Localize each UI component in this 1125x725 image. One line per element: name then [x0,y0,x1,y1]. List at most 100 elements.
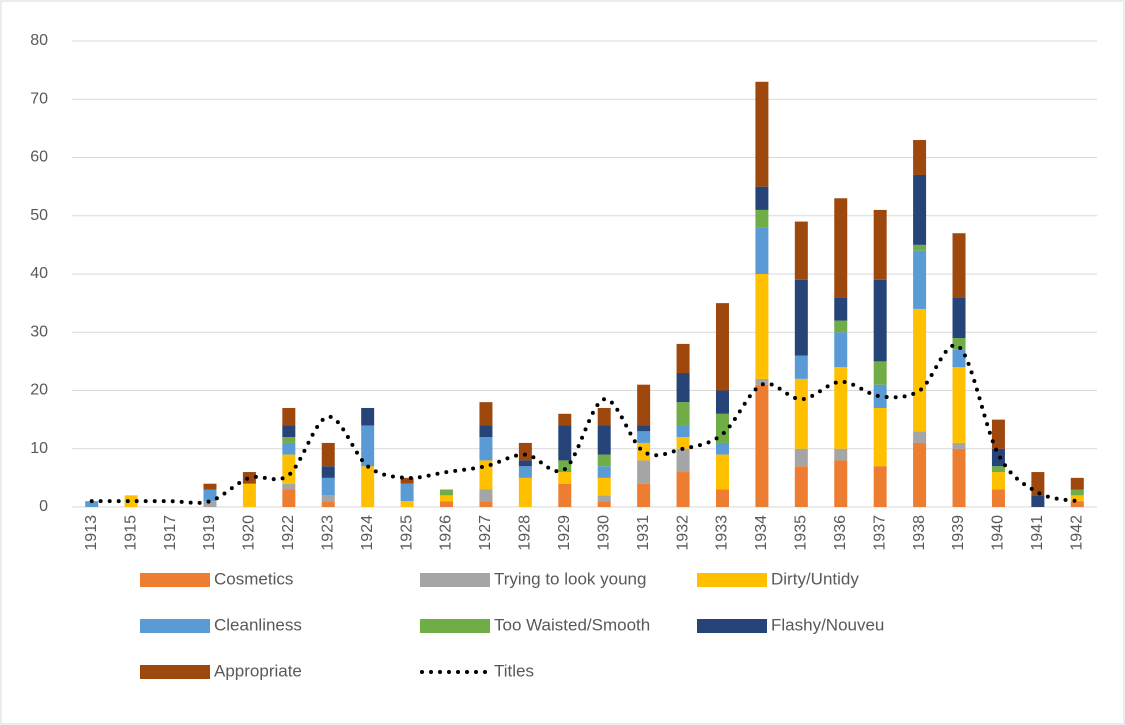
bar-segment [321,466,335,478]
bar-segment [676,437,690,449]
bar-segment [676,472,690,507]
bar-segment [873,466,887,507]
bar-segment [637,442,651,461]
bar-segment [518,442,532,461]
bar-segment [715,489,729,507]
y-tick-label: 0 [39,498,48,515]
bar-segment [558,460,572,473]
bar-segment [794,448,808,467]
titles-line [89,343,1080,505]
x-tick-label: 1939 [950,515,967,551]
x-tick-label: 1933 [714,515,731,551]
bar-segment [755,227,769,274]
bar-segment [637,460,651,484]
bar-segment [1070,495,1084,502]
bar-segment [755,186,769,210]
bar-segment [794,466,808,507]
bar-segment [873,209,887,280]
bar-segment [913,174,927,245]
bar-segment [479,489,493,502]
x-tick-label: 1934 [753,515,770,551]
bar-segment [873,407,887,467]
y-tick-label: 70 [30,90,48,107]
bar-segment [282,437,296,443]
legend-swatch [697,619,767,633]
bar-segment [676,373,690,403]
bar-segment [282,454,296,484]
bar-segment [715,390,729,414]
bar-segment [361,407,375,426]
bar-segment [518,460,532,467]
bar-segment [952,367,966,443]
bar-segment [1070,477,1084,490]
bar-segment [834,198,848,298]
legend-label: Trying to look young [494,569,646,588]
bar-segment [913,140,927,175]
bar-segment [913,442,927,507]
bar-segment [755,81,769,187]
bar-segment [479,402,493,426]
y-tick-label: 30 [30,323,48,340]
bar-segment [203,501,217,507]
x-tick-label: 1926 [438,515,455,551]
bar-segment [440,501,454,507]
bar-segment [518,466,532,478]
bar-segment [558,413,572,426]
x-tick-label: 1915 [122,515,139,551]
bar-segment [597,477,611,496]
bar-segment [361,425,375,467]
bar-segment [952,233,966,298]
bar-segment [715,303,729,391]
bar-segment [873,361,887,385]
x-tick-label: 1941 [1029,515,1046,551]
bar-segment [794,378,808,449]
bar-segment [952,448,966,507]
bar-segment [479,501,493,507]
bar-segment [1031,495,1045,507]
legend-label: Dirty/Untidy [771,569,859,588]
bar-segment [282,442,296,455]
bar-segment [203,489,217,502]
bar-segment [991,448,1005,467]
bar-segment [203,483,217,490]
bar-segment [479,425,493,438]
y-tick-label: 40 [30,265,48,282]
bar-segment [913,431,927,443]
x-tick-label: 1936 [832,515,849,551]
bar-segment [834,448,848,461]
bar-segment [282,483,296,490]
bar-segment [597,407,611,426]
bar-segment [952,297,966,339]
bar-segment [913,244,927,251]
x-tick-label: 1922 [280,515,297,551]
bar-segment [755,209,769,228]
bar-segment [952,349,966,368]
bar-segment [637,384,651,426]
y-tick-label: 80 [30,32,48,49]
x-tick-label: 1929 [556,515,573,551]
bar-segment [873,384,887,408]
bar-segment [282,407,296,426]
legend-swatch [697,573,767,587]
x-tick-label: 1932 [674,515,691,551]
x-tick-label: 1919 [201,515,218,551]
bar-segment [400,501,414,507]
bar-segment [1031,472,1045,496]
x-tick-label: 1940 [990,515,1007,551]
bar-segment [124,495,138,507]
bar-segment [991,489,1005,507]
bar-segment [755,274,769,379]
bar-segment [242,472,256,484]
bar-segment [637,483,651,507]
bar-segment [755,384,769,507]
bar-segment [1070,489,1084,496]
y-tick-label: 10 [30,440,48,457]
bar-segment [991,466,1005,473]
bar-segment [597,501,611,507]
x-tick-label: 1917 [162,515,179,551]
bar-segment [676,425,690,438]
bar-segment [597,466,611,478]
legend-label: Appropriate [214,661,302,680]
bar-segment [913,250,927,309]
